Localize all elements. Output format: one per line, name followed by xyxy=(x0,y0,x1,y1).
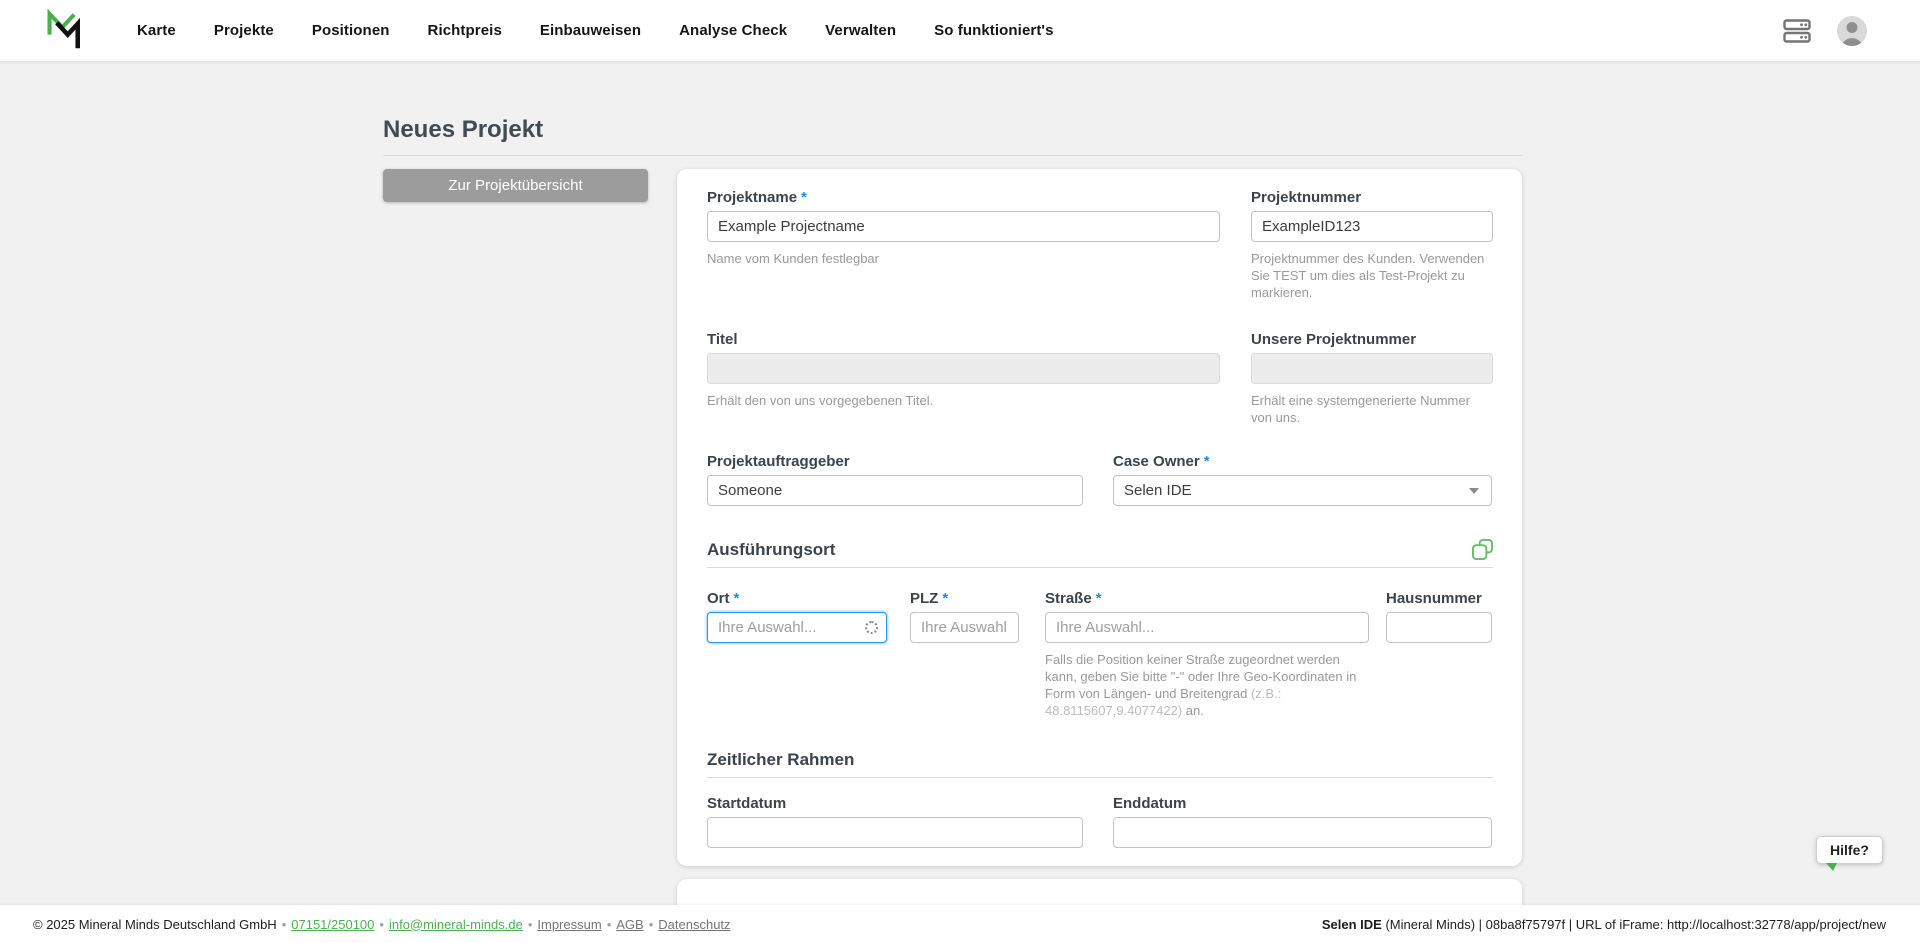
nav-item-so-funktionierts[interactable]: So funktioniert's xyxy=(934,22,1054,39)
unsere-projektnummer-helper: Erhält eine systemgenerierte Nummer von … xyxy=(1251,393,1470,425)
zur-projektuebersicht-button[interactable]: Zur Projektübersicht xyxy=(383,169,648,202)
section-title-ausfuehrungsort: Ausführungsort xyxy=(707,539,836,559)
projektauftraggeber-input[interactable] xyxy=(707,475,1083,506)
main-nav: Karte Projekte Positionen Richtpreis Ein… xyxy=(137,22,1054,39)
nav-item-karte[interactable]: Karte xyxy=(137,22,176,39)
separator-dot: • xyxy=(527,916,533,932)
nav-item-positionen[interactable]: Positionen xyxy=(311,22,390,39)
chevron-down-icon xyxy=(1469,487,1479,494)
help-button[interactable]: Hilfe? xyxy=(1816,836,1883,871)
field-plz: PLZ * xyxy=(910,590,1019,643)
field-enddatum: Enddatum xyxy=(1113,795,1492,848)
nav-item-verwalten[interactable]: Verwalten xyxy=(825,22,897,39)
required-asterisk: * xyxy=(1203,453,1210,470)
strasse-helper: Falls die Position keiner Straße zugeord… xyxy=(1045,652,1357,718)
title-divider xyxy=(383,155,1522,156)
loading-spinner-icon xyxy=(865,620,878,634)
help-button-label: Hilfe? xyxy=(1830,842,1869,858)
session-user: Selen IDE xyxy=(1321,916,1382,932)
separator-dot: • xyxy=(379,916,384,932)
startdatum-input[interactable] xyxy=(707,817,1083,848)
titel-input xyxy=(707,353,1220,384)
footer-left: © 2025 Mineral Minds Deutschland GmbH • … xyxy=(33,917,731,932)
strasse-label: Straße * xyxy=(1045,590,1102,607)
copy-location-icon[interactable] xyxy=(1472,539,1493,560)
enddatum-label: Enddatum xyxy=(1113,795,1187,812)
enddatum-input[interactable] xyxy=(1113,817,1492,848)
strasse-input[interactable] xyxy=(1045,612,1369,643)
nav-item-richtpreis[interactable]: Richtpreis xyxy=(427,22,502,39)
field-projektauftraggeber: Projektauftraggeber xyxy=(707,453,1083,506)
hausnummer-input[interactable] xyxy=(1386,612,1492,643)
required-asterisk: * xyxy=(801,189,807,206)
server-icon[interactable] xyxy=(1783,18,1811,43)
titel-label: Titel xyxy=(707,331,738,348)
projektname-helper: Name vom Kunden festlegbar xyxy=(707,251,879,266)
field-unsere-projektnummer: Unsere Projektnummer Erhält eine systemg… xyxy=(1251,331,1493,426)
mineral-minds-logo-icon[interactable] xyxy=(45,8,85,53)
hausnummer-label: Hausnummer xyxy=(1386,590,1482,607)
header-actions xyxy=(1783,15,1920,46)
field-titel: Titel Erhält den von uns vorgegebenen Ti… xyxy=(707,331,1220,409)
required-asterisk: * xyxy=(942,590,949,607)
section-divider xyxy=(707,567,1493,568)
field-ort: Ort * xyxy=(707,590,887,643)
footer-bar: © 2025 Mineral Minds Deutschland GmbH • … xyxy=(0,905,1920,943)
email-link[interactable]: info@mineral-minds.de xyxy=(388,916,523,932)
required-asterisk: * xyxy=(733,590,740,607)
projektname-label: Projektname * xyxy=(707,189,807,206)
unsere-projektnummer-input xyxy=(1251,353,1493,384)
projektauftraggeber-label: Projektauftraggeber xyxy=(707,453,850,470)
field-case-owner: Case Owner * Selen IDE xyxy=(1113,453,1492,506)
help-bubble-tail xyxy=(1826,863,1837,871)
page-title: Neues Projekt xyxy=(383,116,544,143)
nav-item-analyse-check[interactable]: Analyse Check xyxy=(679,22,788,39)
field-strasse: Straße* Falls die Position keiner Straße… xyxy=(1045,590,1369,719)
field-projektname: Projektname* Name vom Kunden festlegbar xyxy=(707,189,1220,267)
field-projektnummer: Projektnummer Projektnummer des Kunden. … xyxy=(1251,189,1493,301)
projektnummer-helper: Projektnummer des Kunden. Verwenden Sie … xyxy=(1251,251,1485,300)
section-title-zeitlicher-rahmen: Zeitlicher Rahmen xyxy=(707,750,855,769)
projektnummer-label: Projektnummer xyxy=(1251,189,1362,206)
case-owner-label: Case Owner * xyxy=(1113,453,1210,470)
field-hausnummer: Hausnummer xyxy=(1386,590,1492,643)
datenschutz-link[interactable]: Datenschutz xyxy=(658,916,731,932)
separator-dot: • xyxy=(648,916,654,932)
ort-label: Ort * xyxy=(707,590,740,607)
impressum-link[interactable]: Impressum xyxy=(537,916,602,932)
case-owner-select[interactable]: Selen IDE xyxy=(1113,475,1492,506)
copyright-text: © 2025 Mineral Minds Deutschland GmbH xyxy=(33,916,277,932)
titel-helper: Erhält den von uns vorgegebenen Titel. xyxy=(707,393,934,408)
plz-label: PLZ * xyxy=(910,590,949,607)
section-divider xyxy=(707,777,1493,778)
field-startdatum: Startdatum xyxy=(707,795,1083,848)
startdatum-label: Startdatum xyxy=(707,795,787,812)
plz-input[interactable] xyxy=(910,612,1019,643)
required-asterisk: * xyxy=(1095,590,1102,607)
ort-input[interactable] xyxy=(707,612,887,643)
top-navbar: Karte Projekte Positionen Richtpreis Ein… xyxy=(0,0,1920,61)
session-details: (Mineral Minds) | 08ba8f75797f | URL of … xyxy=(1381,916,1886,932)
session-info: Selen IDE (Mineral Minds) | 08ba8f75797f… xyxy=(1322,917,1886,932)
projektname-input[interactable] xyxy=(707,211,1220,242)
unsere-projektnummer-label: Unsere Projektnummer xyxy=(1251,331,1417,348)
agb-link[interactable]: AGB xyxy=(616,916,644,932)
nav-item-projekte[interactable]: Projekte xyxy=(213,22,274,39)
case-owner-selected-value: Selen IDE xyxy=(1124,482,1192,499)
separator-dot: • xyxy=(606,916,612,932)
separator-dot: • xyxy=(281,916,287,932)
projektnummer-input[interactable] xyxy=(1251,211,1493,242)
nav-item-einbauweisen[interactable]: Einbauweisen xyxy=(539,22,642,39)
phone-link[interactable]: 07151/250100 xyxy=(291,916,375,932)
user-avatar[interactable] xyxy=(1837,15,1867,46)
new-project-form-card: Projektname* Name vom Kunden festlegbar … xyxy=(677,169,1522,866)
